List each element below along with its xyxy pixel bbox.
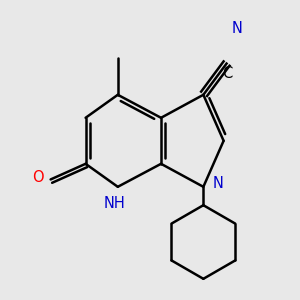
Text: N: N — [232, 21, 243, 36]
Text: C: C — [222, 66, 233, 81]
Text: O: O — [33, 170, 44, 185]
Text: NH: NH — [103, 196, 125, 211]
Text: N: N — [213, 176, 224, 190]
